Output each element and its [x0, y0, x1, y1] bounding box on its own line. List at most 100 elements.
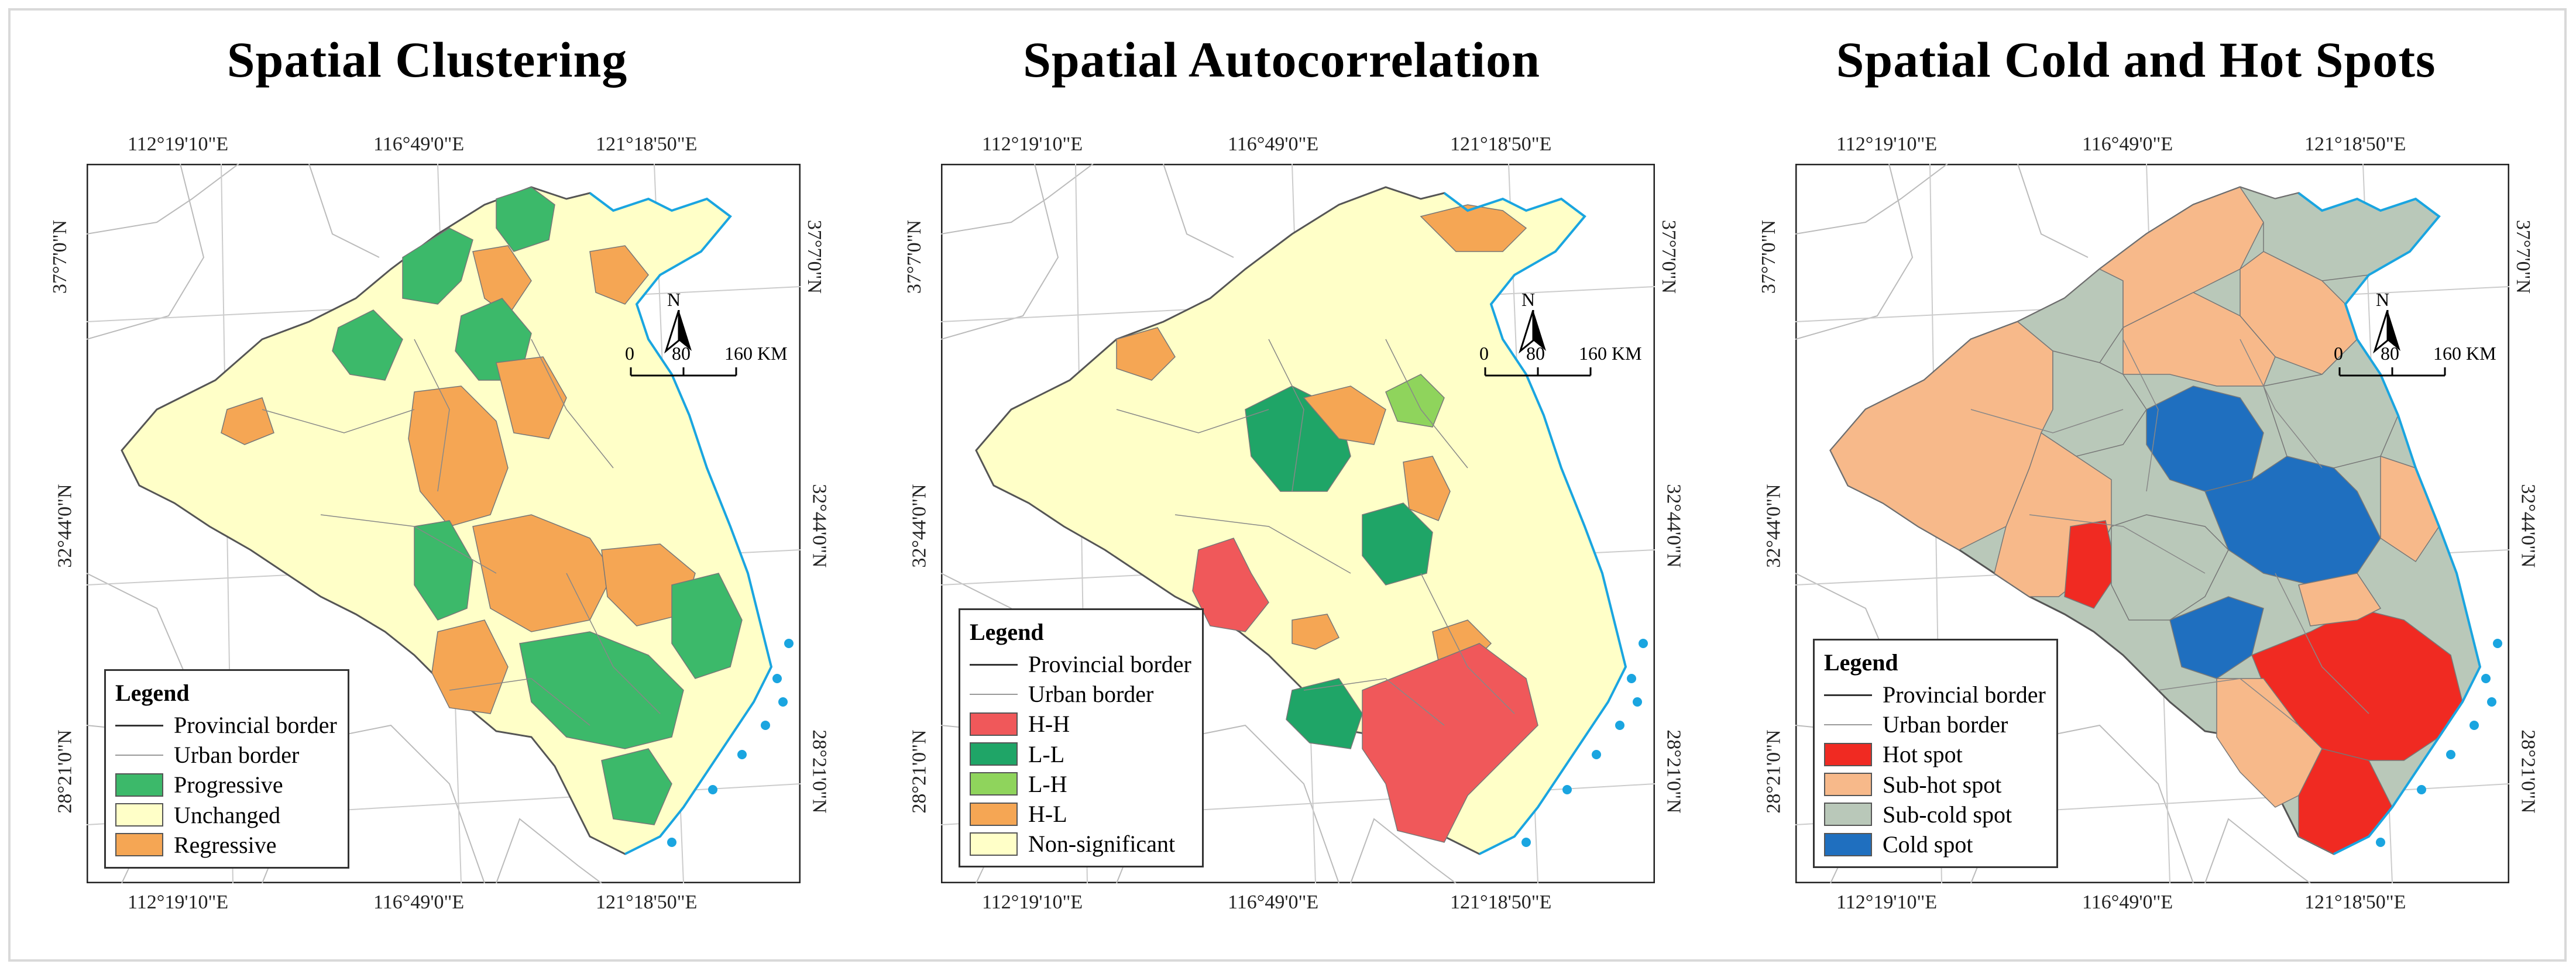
coordinate-label: 121°18'50"E	[1450, 891, 1552, 913]
urban-border	[1385, 339, 1468, 469]
urban-border	[1116, 409, 1269, 433]
coordinate-label: 32°44'0"N	[1663, 484, 1685, 568]
island	[667, 838, 676, 847]
legend-label: Provincial border	[1883, 681, 2046, 708]
legend-label: Urban border	[174, 742, 300, 769]
island	[1627, 674, 1636, 683]
coordinate-label: 37°7'0"N	[2512, 219, 2534, 294]
urban-border	[1420, 573, 1515, 714]
city-region	[2041, 350, 2147, 457]
coordinate-label: 32°44'0"N	[908, 484, 930, 568]
island	[1615, 721, 1624, 730]
coordinate-label: 112°19'10"E	[128, 891, 229, 913]
city-region	[472, 514, 614, 632]
neighbour-border	[1163, 164, 1234, 258]
scale-bar-icon	[1484, 367, 1592, 377]
city-region	[221, 397, 274, 445]
urban-border	[2158, 678, 2299, 726]
legend-swatch	[1824, 773, 1872, 797]
legend-item: Cold spot	[1824, 829, 2046, 859]
coordinate-label: 28°21'0"N	[808, 729, 830, 814]
island	[2417, 785, 2426, 794]
legend-label: H-L	[1028, 800, 1067, 827]
panel-title: Spatial Autocorrelation	[1023, 32, 1540, 88]
legend-item: Non-significant	[970, 829, 1191, 859]
coordinate-label: 112°19'10"E	[1836, 891, 1938, 913]
city-region	[2380, 455, 2440, 563]
legend-label: Hot spot	[1883, 741, 1963, 768]
coordinate-label: 121°18'50"E	[2304, 133, 2406, 155]
legend-item: Urban border	[115, 740, 337, 770]
city-region	[2298, 573, 2382, 626]
neighbour-border	[941, 164, 1094, 235]
legend-label: Progressive	[174, 772, 283, 798]
north-label: N	[2376, 289, 2390, 310]
neighbour-border	[87, 164, 239, 235]
legend-swatch	[970, 802, 1018, 826]
urban-border	[2029, 514, 2206, 574]
city-region	[332, 309, 403, 381]
north-arrow-icon	[2373, 310, 2400, 354]
coordinate-label: 116°49'0"E	[1228, 133, 1319, 155]
neighbour-border	[1795, 164, 1948, 235]
urban-border	[2275, 573, 2369, 714]
legend-item: Hot spot	[1824, 739, 2046, 769]
urban-border	[531, 339, 614, 469]
legend-item: Sub-hot spot	[1824, 770, 2046, 800]
legend-item: Provincial border	[970, 649, 1191, 679]
legend-item: Unchanged	[115, 800, 337, 830]
urban-border	[449, 678, 590, 726]
coordinate-label: 37°7'0"N	[1758, 219, 1780, 294]
legend-item: Sub-cold spot	[1824, 800, 2046, 829]
coordinate-label: 32°44'0"N	[808, 484, 830, 568]
island	[1562, 785, 1572, 794]
coordinate-label: 112°19'10"E	[982, 133, 1083, 155]
coordinate-label: 116°49'0"E	[2082, 133, 2173, 155]
neighbour-border	[2204, 818, 2311, 883]
city-region	[2064, 520, 2118, 609]
legend-label: Provincial border	[1028, 651, 1191, 677]
legend-swatch	[970, 712, 1018, 736]
scale-mid: 80	[2381, 343, 2399, 364]
city-region	[601, 748, 672, 825]
city-region	[1420, 204, 1527, 252]
coordinate-label: 116°49'0"E	[1228, 891, 1319, 913]
coordinate-label: 37°7'0"N	[1658, 219, 1680, 294]
legend-label: Urban border	[1028, 681, 1154, 708]
coordinate-label: 112°19'10"E	[128, 133, 229, 155]
coordinate-label: 28°21'0"N	[54, 729, 76, 814]
urban-border	[262, 409, 415, 433]
coordinate-label: 32°44'0"N	[1763, 484, 1785, 568]
legend-item: L-L	[970, 739, 1191, 769]
legend-item: L-H	[970, 769, 1191, 799]
city-region	[1292, 614, 1340, 650]
legend-label: Sub-cold spot	[1883, 801, 2012, 828]
north-label: N	[667, 289, 681, 310]
coordinate-label: 116°49'0"E	[373, 891, 465, 913]
island	[708, 785, 717, 794]
scale-zero: 0	[625, 343, 634, 364]
legend-label: L-L	[1028, 741, 1065, 767]
panel-spatial-autocorrelation: Spatial Autocorrelation 112°19'10"E 116°49…	[854, 0, 1709, 971]
scale-zero: 0	[1479, 343, 1489, 364]
urban-border	[566, 573, 661, 714]
urban-border	[1970, 409, 2124, 433]
legend-label: Unchanged	[174, 801, 281, 828]
city-region	[472, 245, 532, 317]
legend-title: Legend	[115, 680, 190, 706]
legend-item: Progressive	[115, 770, 337, 800]
coastline	[589, 192, 773, 855]
neighbour-border	[2017, 164, 2089, 258]
map-legend: Legend Provincial border Urban border Hot s…	[1813, 639, 2058, 869]
city-region	[1385, 374, 1445, 428]
urban-border	[1268, 339, 1304, 492]
city-region	[496, 356, 567, 439]
coordinate-label: 121°18'50"E	[1450, 133, 1552, 155]
coastline	[2297, 192, 2482, 855]
scale-mid: 80	[672, 343, 691, 364]
island	[2481, 674, 2491, 683]
neighbour-border	[1795, 164, 1914, 340]
coordinate-label: 28°21'0"N	[908, 729, 930, 814]
coordinate-label: 37°7'0"N	[49, 219, 71, 294]
coordinate-label: 116°49'0"E	[373, 133, 465, 155]
